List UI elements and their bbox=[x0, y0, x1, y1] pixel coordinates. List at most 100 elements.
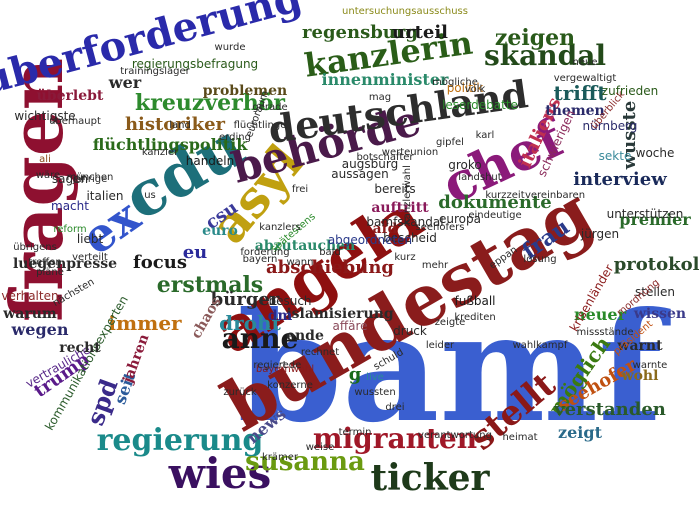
word-85: jürgen bbox=[580, 227, 619, 241]
word-155: vereinbaren bbox=[525, 190, 585, 201]
word-47: premier bbox=[619, 210, 691, 229]
word-141: bald bbox=[319, 247, 341, 258]
word-26: dokumente bbox=[438, 192, 552, 213]
word-3: fragen bbox=[0, 58, 79, 322]
word-69: woche bbox=[636, 146, 675, 160]
word-110: bamfskandal bbox=[366, 215, 443, 229]
word-60: euro bbox=[202, 223, 238, 239]
word-29: zeigen bbox=[495, 25, 575, 51]
word-32: abschiebung bbox=[266, 257, 394, 278]
word-146: wussten bbox=[354, 387, 395, 398]
word-126: pläne bbox=[36, 267, 64, 278]
word-45: innenminister bbox=[322, 70, 449, 89]
word-157: zeigte bbox=[435, 317, 466, 328]
word-156: kurzzeit bbox=[485, 190, 524, 201]
word-158: drei bbox=[385, 402, 404, 413]
word-28: trifft bbox=[553, 81, 607, 105]
word-94: trainingslager bbox=[120, 66, 190, 77]
word-118: vergewaltigt bbox=[554, 73, 617, 84]
word-140: us bbox=[144, 190, 156, 201]
word-76: g bbox=[349, 364, 362, 385]
word-145: live bbox=[366, 372, 384, 383]
word-121: kanzler bbox=[142, 147, 179, 158]
word-176: rechnet bbox=[301, 347, 339, 358]
word-164: kanzlers bbox=[259, 222, 301, 233]
word-96: recht bbox=[59, 340, 101, 356]
word-19: anne bbox=[222, 322, 299, 355]
word-84: groko bbox=[448, 158, 482, 172]
word-147: weise bbox=[306, 442, 334, 453]
word-133: leider bbox=[426, 340, 455, 351]
word-70: fußball bbox=[454, 294, 495, 308]
word-49: auftritt bbox=[371, 200, 429, 216]
word-120: landshut bbox=[458, 172, 501, 183]
word-48: wissen bbox=[633, 306, 686, 322]
word-116: mag bbox=[369, 92, 391, 103]
word-169: regiert bbox=[253, 360, 286, 371]
word-137: warnte bbox=[633, 360, 668, 371]
word-90: wichtigste bbox=[14, 109, 75, 123]
word-75: besuch bbox=[268, 294, 311, 308]
word-59: handeln bbox=[186, 154, 235, 168]
word-68: zufrieden bbox=[602, 84, 658, 98]
word-175: wann bbox=[287, 257, 314, 268]
word-112: affäre bbox=[332, 319, 367, 333]
word-83: bereits bbox=[374, 182, 415, 196]
word-46: eu bbox=[183, 242, 208, 263]
word-14: ticker bbox=[370, 457, 490, 499]
word-13: wies bbox=[168, 449, 271, 498]
word-56: flüchtlingspolitik bbox=[93, 135, 249, 154]
word-165: bayern bbox=[243, 254, 278, 265]
word-23: kreuzverhör bbox=[135, 90, 285, 116]
word-99: macht bbox=[51, 199, 89, 213]
word-93: untersuchungsausschuss bbox=[342, 6, 468, 17]
word-163: seehofers bbox=[416, 222, 465, 233]
word-72: wohl bbox=[621, 368, 659, 384]
word-89: nürnberg bbox=[583, 119, 638, 133]
word-86: leserdebatte bbox=[442, 98, 518, 112]
word-101: italien bbox=[86, 189, 123, 203]
word-17: regierung bbox=[97, 423, 264, 458]
word-100: liebt bbox=[77, 232, 104, 246]
word-71: warnt bbox=[616, 338, 663, 354]
word-62: islamisierung bbox=[286, 306, 394, 322]
word-52: wegen bbox=[11, 320, 69, 339]
word-44: zeigt bbox=[558, 423, 603, 442]
word-53: ende bbox=[286, 328, 324, 344]
word-130: wäre bbox=[36, 170, 60, 181]
word-111: abgeordneten bbox=[328, 233, 412, 247]
word-16: migranten bbox=[313, 422, 477, 455]
word-65: problemen bbox=[203, 83, 287, 99]
word-115: wurde bbox=[215, 42, 246, 53]
word-124: verteilt bbox=[72, 252, 108, 263]
word-106: neue bbox=[573, 57, 598, 68]
word-149: verantwortung bbox=[418, 430, 492, 441]
word-63: luegenpresse bbox=[13, 256, 117, 272]
word-38: neuer bbox=[574, 305, 627, 324]
word-58: jahren bbox=[119, 332, 152, 387]
word-34: focus bbox=[133, 252, 187, 273]
word-30: regensburg bbox=[302, 22, 418, 43]
word-117: flüchtlinge bbox=[234, 120, 287, 131]
word-166: karl bbox=[476, 130, 495, 141]
word-21: erstmals bbox=[157, 272, 263, 298]
word-134: kurz bbox=[394, 252, 415, 263]
word-152: wahlkampf bbox=[513, 340, 568, 351]
word-18: susanna bbox=[245, 447, 365, 477]
word-24: interview bbox=[573, 169, 667, 190]
word-91: überlebt bbox=[37, 88, 104, 104]
word-129: ali bbox=[39, 154, 51, 165]
word-162: mehr bbox=[422, 260, 449, 271]
word-33: immer bbox=[108, 311, 182, 335]
word-148: konzerne bbox=[267, 380, 313, 391]
word-172: krediten bbox=[454, 312, 495, 323]
word-79: europa bbox=[439, 212, 481, 226]
word-35: bürger bbox=[211, 289, 280, 310]
word-107: augsburg bbox=[342, 157, 398, 171]
word-159: lösung bbox=[523, 254, 556, 265]
word-64: wer bbox=[108, 73, 142, 92]
word-170: frei bbox=[292, 184, 308, 195]
word-80: stellen bbox=[635, 285, 675, 299]
word-168: rede bbox=[279, 360, 302, 371]
